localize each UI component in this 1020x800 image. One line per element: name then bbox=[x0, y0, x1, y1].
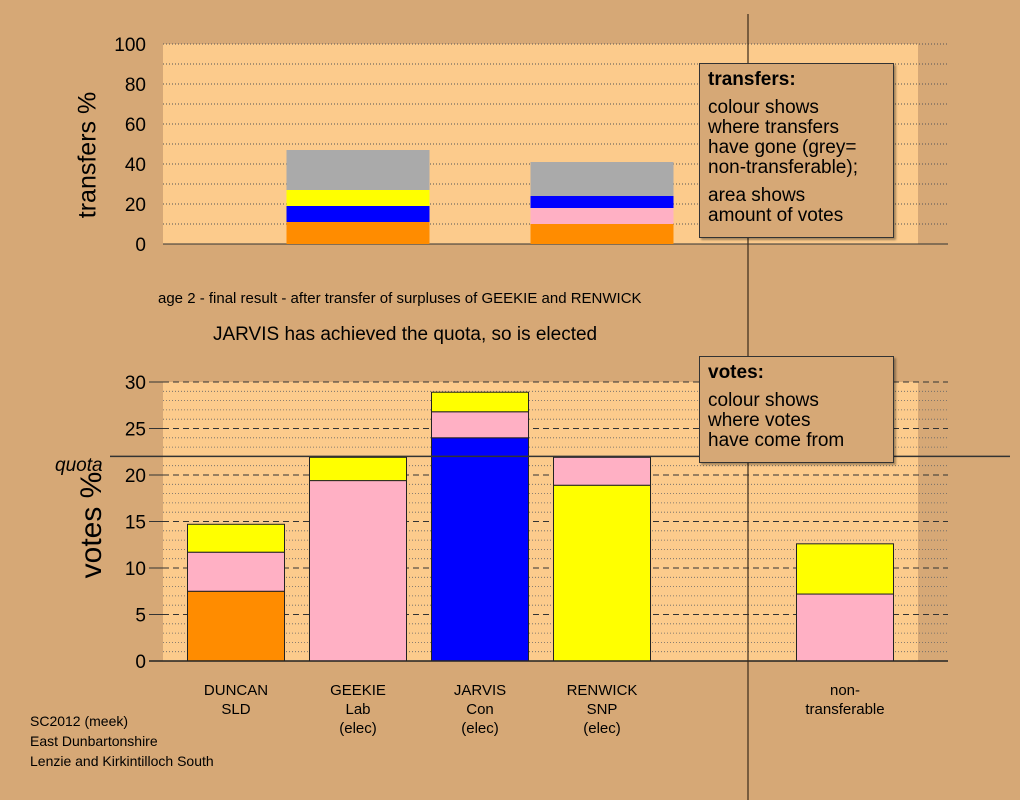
transfers-legend-title: transfers: bbox=[708, 69, 796, 90]
transfer-bar-segment bbox=[530, 162, 674, 196]
y-tick-label: 20 bbox=[125, 466, 146, 487]
votes-chart: 0 5 10 15 20 25 30 bbox=[110, 373, 1010, 673]
vote-bar-segment bbox=[553, 456, 651, 486]
vote-bar-segment bbox=[187, 590, 285, 662]
y-tick-label: 0 bbox=[135, 235, 146, 256]
votes-legend-title: votes: bbox=[708, 362, 764, 383]
candidate-label-geekie: GEEKIE Lab (elec) bbox=[298, 681, 418, 738]
candidate-label-renwick: RENWICK SNP (elec) bbox=[542, 681, 662, 738]
candidate-status: (elec) bbox=[339, 720, 377, 737]
vote-bar-segment bbox=[309, 456, 407, 482]
y-tick-label: 0 bbox=[135, 652, 146, 673]
vote-bar-segment bbox=[187, 551, 285, 592]
candidate-name: RENWICK bbox=[566, 682, 638, 699]
candidate-label-non-transferable: non- transferable bbox=[785, 681, 905, 719]
transfers-legend-line: have gone (grey= bbox=[708, 137, 857, 158]
votes-legend-line: where votes bbox=[708, 410, 811, 431]
vote-bar-segment bbox=[431, 391, 529, 413]
footer-line: East Dunbartonshire bbox=[30, 733, 158, 749]
transfer-bar-segment bbox=[286, 190, 430, 206]
vote-bar-segment bbox=[431, 437, 529, 662]
y-tick-label: 5 bbox=[135, 606, 146, 627]
candidate-name: DUNCAN bbox=[203, 682, 269, 699]
candidate-party: Lab bbox=[345, 701, 371, 718]
candidate-party: Con bbox=[466, 701, 494, 718]
candidate-label-duncan: DUNCAN SLD bbox=[176, 681, 296, 719]
y-tick-label: 40 bbox=[125, 155, 146, 176]
vote-bar-segment bbox=[187, 523, 285, 553]
y-tick-label: 60 bbox=[125, 115, 146, 136]
vote-bar-segment bbox=[796, 543, 894, 595]
vote-bar-segment bbox=[309, 480, 407, 662]
vote-bar-segment bbox=[553, 484, 651, 662]
y-tick-label: 10 bbox=[125, 559, 146, 580]
stage-caption: age 2 - final result - after transfer of… bbox=[158, 290, 642, 307]
vote-bar-segment bbox=[796, 593, 894, 662]
transfer-bar-segment bbox=[530, 196, 674, 208]
y-tick-label: 15 bbox=[125, 513, 146, 534]
quota-label: quota bbox=[55, 455, 103, 476]
y-tick-label: 80 bbox=[125, 75, 146, 96]
candidate-name: GEEKIE bbox=[330, 682, 386, 699]
transfers-legend: transfers: colour shows where transfers … bbox=[699, 63, 894, 238]
y-tick-label: 100 bbox=[114, 35, 146, 56]
elected-caption: JARVIS has achieved the quota, so is ele… bbox=[213, 324, 598, 345]
transfers-legend-line: area shows bbox=[708, 185, 806, 206]
transfers-legend-line: amount of votes bbox=[708, 205, 844, 226]
transfer-bar-segment bbox=[530, 208, 674, 224]
transfers-y-axis-label: transfers % bbox=[73, 91, 102, 219]
candidate-party: SLD bbox=[221, 701, 251, 718]
election-footer: SC2012 (meek) East Dunbartonshire Lenzie… bbox=[30, 711, 214, 771]
y-tick-label: 20 bbox=[125, 195, 146, 216]
votes-legend: votes: colour shows where votes have com… bbox=[699, 356, 894, 463]
candidate-party: SNP bbox=[586, 701, 618, 718]
transfer-bar-segment bbox=[286, 150, 430, 190]
transfer-bar-segment bbox=[286, 206, 430, 222]
transfers-legend-line: non-transferable); bbox=[708, 157, 858, 178]
transfers-legend-line: colour shows bbox=[708, 97, 819, 118]
transfers-legend-line: where transfers bbox=[708, 117, 839, 138]
votes-legend-line: colour shows bbox=[708, 390, 819, 411]
y-tick-label: 30 bbox=[125, 373, 146, 394]
footer-line: Lenzie and Kirkintilloch South bbox=[30, 753, 214, 769]
transfer-bar-segment bbox=[530, 224, 674, 244]
votes-legend-line: have come from bbox=[708, 430, 845, 451]
candidate-name: non- bbox=[829, 682, 861, 699]
candidate-status: (elec) bbox=[461, 720, 499, 737]
candidate-label-jarvis: JARVIS Con (elec) bbox=[420, 681, 540, 738]
candidate-party: transferable bbox=[805, 701, 885, 718]
candidate-name: JARVIS bbox=[453, 682, 507, 699]
candidate-status: (elec) bbox=[583, 720, 621, 737]
y-tick-label: 25 bbox=[125, 420, 146, 441]
transfer-bar-segment bbox=[286, 222, 430, 244]
vote-bar-segment bbox=[431, 411, 529, 439]
votes-y-axis-label: votes % bbox=[75, 471, 108, 579]
footer-line: SC2012 (meek) bbox=[30, 713, 129, 729]
